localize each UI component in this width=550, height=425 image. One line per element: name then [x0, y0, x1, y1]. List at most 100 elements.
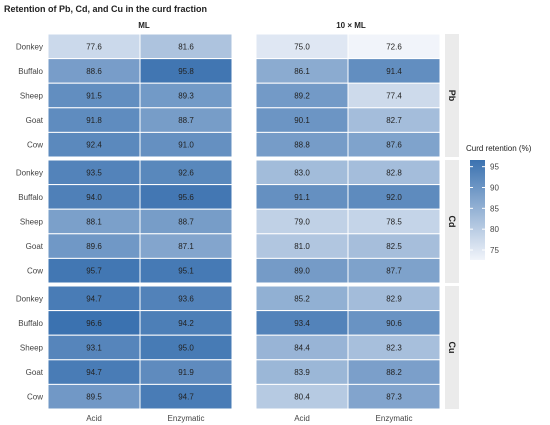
- legend-tick-label: 75: [490, 246, 499, 255]
- heatmap-cell: [47, 184, 141, 210]
- heatmap-cell: [139, 184, 233, 210]
- heatmap-cell: [255, 285, 349, 312]
- cell-value-label: 92.0: [386, 193, 402, 202]
- heatmap-cell: [347, 383, 441, 410]
- facet-col-10x-ml: 10 × ML: [336, 21, 366, 30]
- cell-value-label: 90.6: [386, 319, 402, 328]
- row-facet-strips: Pb Cd Cu: [445, 34, 459, 409]
- legend-tick-label: 90: [490, 184, 499, 193]
- cell-value-label: 79.0: [294, 218, 310, 227]
- cell-value-label: 95.7: [86, 267, 102, 276]
- cell-value-label: 75.0: [294, 42, 310, 51]
- y-axis-labels: Donkey Buffalo Sheep Goat Cow Donkey Buffalo Sh…: [16, 42, 44, 401]
- y-tick-label: Donkey: [16, 294, 43, 303]
- facet-row-label: Cd: [447, 216, 457, 228]
- facet-strip-bg: [445, 286, 459, 409]
- cell-value-label: 82.3: [386, 344, 402, 353]
- legend-colorbar: [470, 160, 485, 260]
- x-axis-labels: Acid Enzymatic Acid Enzymatic: [86, 414, 412, 423]
- heatmap-cell: [139, 159, 233, 186]
- cell-value-label: 94.0: [86, 193, 102, 202]
- y-tick-label: Buffalo: [18, 67, 43, 76]
- x-tick-label: Enzymatic: [168, 414, 205, 423]
- x-tick-label: Acid: [294, 414, 310, 423]
- heatmap-cell: [139, 359, 233, 385]
- cell-value-label: 91.5: [86, 92, 102, 101]
- cell-value-label: 82.5: [386, 242, 402, 251]
- cell-value-label: 81.0: [294, 242, 310, 251]
- cell-value-label: 85.2: [294, 294, 310, 303]
- facet-strip-bg: [445, 160, 459, 283]
- cell-value-label: 82.8: [386, 168, 402, 177]
- cell-value-label: 95.6: [178, 193, 194, 202]
- chart-title: Retention of Pb, Cd, and Cu in the curd …: [4, 4, 207, 14]
- heatmap-cell: [255, 334, 349, 361]
- cell-value-label: 88.7: [178, 218, 194, 227]
- cell-value-label: 89.3: [178, 92, 194, 101]
- legend-title: Curd retention (%): [466, 144, 532, 153]
- cell-value-label: 87.3: [386, 393, 402, 402]
- cell-value-label: 94.7: [178, 393, 194, 402]
- heatmap-cell: [47, 131, 141, 158]
- heatmap-cell: [47, 383, 141, 410]
- heatmap-cell: [347, 58, 441, 84]
- y-tick-label: Cow: [27, 141, 43, 150]
- y-tick-label: Buffalo: [18, 319, 43, 328]
- heatmap-cell: [347, 131, 441, 158]
- heatmap-cell: [255, 58, 349, 84]
- y-tick-label: Goat: [26, 368, 44, 377]
- cell-value-label: 88.6: [86, 67, 102, 76]
- color-legend: Curd retention (%) 75 80 85 90 95: [466, 144, 532, 260]
- cell-value-label: 92.6: [178, 168, 194, 177]
- cell-value-label: 95.0: [178, 344, 194, 353]
- facet-strip-bg: [445, 34, 459, 157]
- cell-value-label: 91.8: [86, 116, 102, 125]
- heatmap-cell: [347, 359, 441, 385]
- heatmap-cell: [255, 159, 349, 186]
- heatmap-cell: [255, 257, 349, 284]
- cell-value-label: 89.0: [294, 267, 310, 276]
- heatmap-cell: [139, 233, 233, 259]
- heatmap-cell: [347, 159, 441, 186]
- cell-value-label: 93.1: [86, 344, 102, 353]
- y-tick-label: Sheep: [20, 92, 44, 101]
- cell-value-label: 89.5: [86, 393, 102, 402]
- heatmap-cell: [47, 58, 141, 84]
- cell-value-label: 87.1: [178, 242, 194, 251]
- heatmap-cells: 77.6 88.6 91.5 91.8 92.4 81.6 95.8 89.3 88.7 91.0…: [47, 33, 441, 410]
- cell-value-label: 94.7: [86, 368, 102, 377]
- cell-value-label: 86.1: [294, 67, 310, 76]
- y-tick-label: Buffalo: [18, 193, 43, 202]
- cell-value-label: 91.4: [386, 67, 402, 76]
- cell-value-label: 92.4: [86, 141, 102, 150]
- cell-value-label: 94.2: [178, 319, 194, 328]
- facet-col-ml: ML: [138, 21, 150, 30]
- y-tick-label: Donkey: [16, 168, 43, 177]
- cell-value-label: 77.6: [86, 42, 102, 51]
- cell-value-label: 87.6: [386, 141, 402, 150]
- heatmap-cell: [139, 208, 233, 235]
- heatmap-cell: [347, 82, 441, 109]
- cell-value-label: 94.7: [86, 294, 102, 303]
- x-tick-label: Acid: [86, 414, 102, 423]
- x-tick-label: Enzymatic: [376, 414, 413, 423]
- cell-value-label: 88.2: [386, 368, 402, 377]
- y-tick-label: Sheep: [20, 344, 44, 353]
- cell-value-label: 81.6: [178, 42, 194, 51]
- facet-row-label: Cu: [447, 342, 457, 354]
- cell-value-label: 90.1: [294, 116, 310, 125]
- cell-value-label: 78.5: [386, 218, 402, 227]
- cell-value-label: 93.6: [178, 294, 194, 303]
- cell-value-label: 87.7: [386, 267, 402, 276]
- legend-tick-label: 80: [490, 225, 499, 234]
- cell-value-label: 83.9: [294, 368, 310, 377]
- cell-value-label: 95.1: [178, 267, 194, 276]
- facet-row-label: Pb: [447, 90, 457, 102]
- y-tick-label: Cow: [27, 393, 43, 402]
- legend-tick-label: 95: [490, 163, 499, 172]
- cell-value-label: 96.6: [86, 319, 102, 328]
- cell-value-label: 88.8: [294, 141, 310, 150]
- heatmap-cell: [139, 285, 233, 312]
- heatmap-cell: [139, 383, 233, 410]
